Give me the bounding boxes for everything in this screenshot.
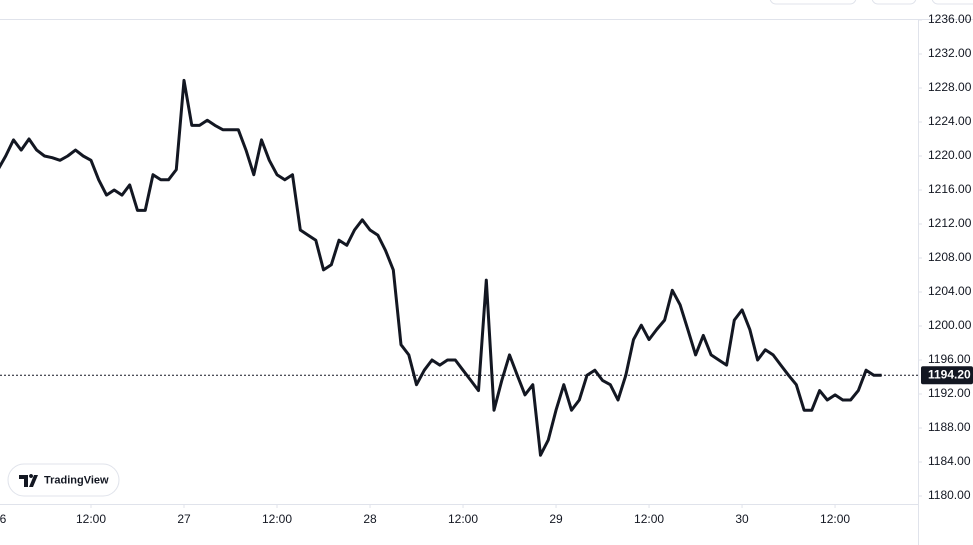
y-tick-label: 1236.00 bbox=[928, 12, 972, 26]
price-line bbox=[0, 78, 882, 457]
y-tick-label: 1184.00 bbox=[928, 454, 971, 468]
x-tick-label: 12:00 bbox=[76, 512, 106, 526]
x-tick-label: 12:00 bbox=[634, 512, 664, 526]
watermark-box[interactable] bbox=[7, 463, 120, 497]
x-tick-label: 12:00 bbox=[262, 512, 292, 526]
x-tick-label: 28 bbox=[363, 512, 377, 526]
y-tick-label: 1208.00 bbox=[928, 250, 972, 264]
y-tick-label: 1216.00 bbox=[928, 182, 972, 196]
y-tick-label: 1200.00 bbox=[928, 318, 972, 332]
y-tick-label: 1212.00 bbox=[928, 216, 972, 230]
x-tick-label: 27 bbox=[177, 512, 191, 526]
y-tick-label: 1196.00 bbox=[928, 352, 971, 366]
x-tick-label: 29 bbox=[549, 512, 563, 526]
watermark-text: TradingView bbox=[44, 474, 109, 486]
watermark-logo bbox=[19, 474, 38, 487]
y-tick-label: 1220.00 bbox=[928, 148, 972, 162]
y-tick-label: 1188.00 bbox=[928, 420, 971, 434]
x-tick-label: 30 bbox=[735, 512, 749, 526]
y-tick-label: 1180.00 bbox=[928, 488, 971, 502]
toolbar-button[interactable] bbox=[769, 0, 857, 5]
y-tick-label: 1228.00 bbox=[928, 80, 972, 94]
y-tick-label: 1192.00 bbox=[928, 386, 971, 400]
y-tick-label: 1204.00 bbox=[928, 284, 972, 298]
toolbar-button[interactable] bbox=[931, 0, 973, 5]
x-tick-label: 12:00 bbox=[820, 512, 850, 526]
toolbar-button[interactable] bbox=[871, 0, 917, 5]
last-price-box bbox=[921, 366, 973, 385]
y-tick-label: 1232.00 bbox=[928, 46, 972, 60]
y-tick-label: 1224.00 bbox=[928, 114, 972, 128]
watermark[interactable]: TradingView bbox=[7, 463, 120, 497]
last-price-label: 1194.20 bbox=[928, 367, 971, 381]
x-tick-label: 6 bbox=[0, 512, 7, 526]
x-tick-label: 12:00 bbox=[448, 512, 478, 526]
